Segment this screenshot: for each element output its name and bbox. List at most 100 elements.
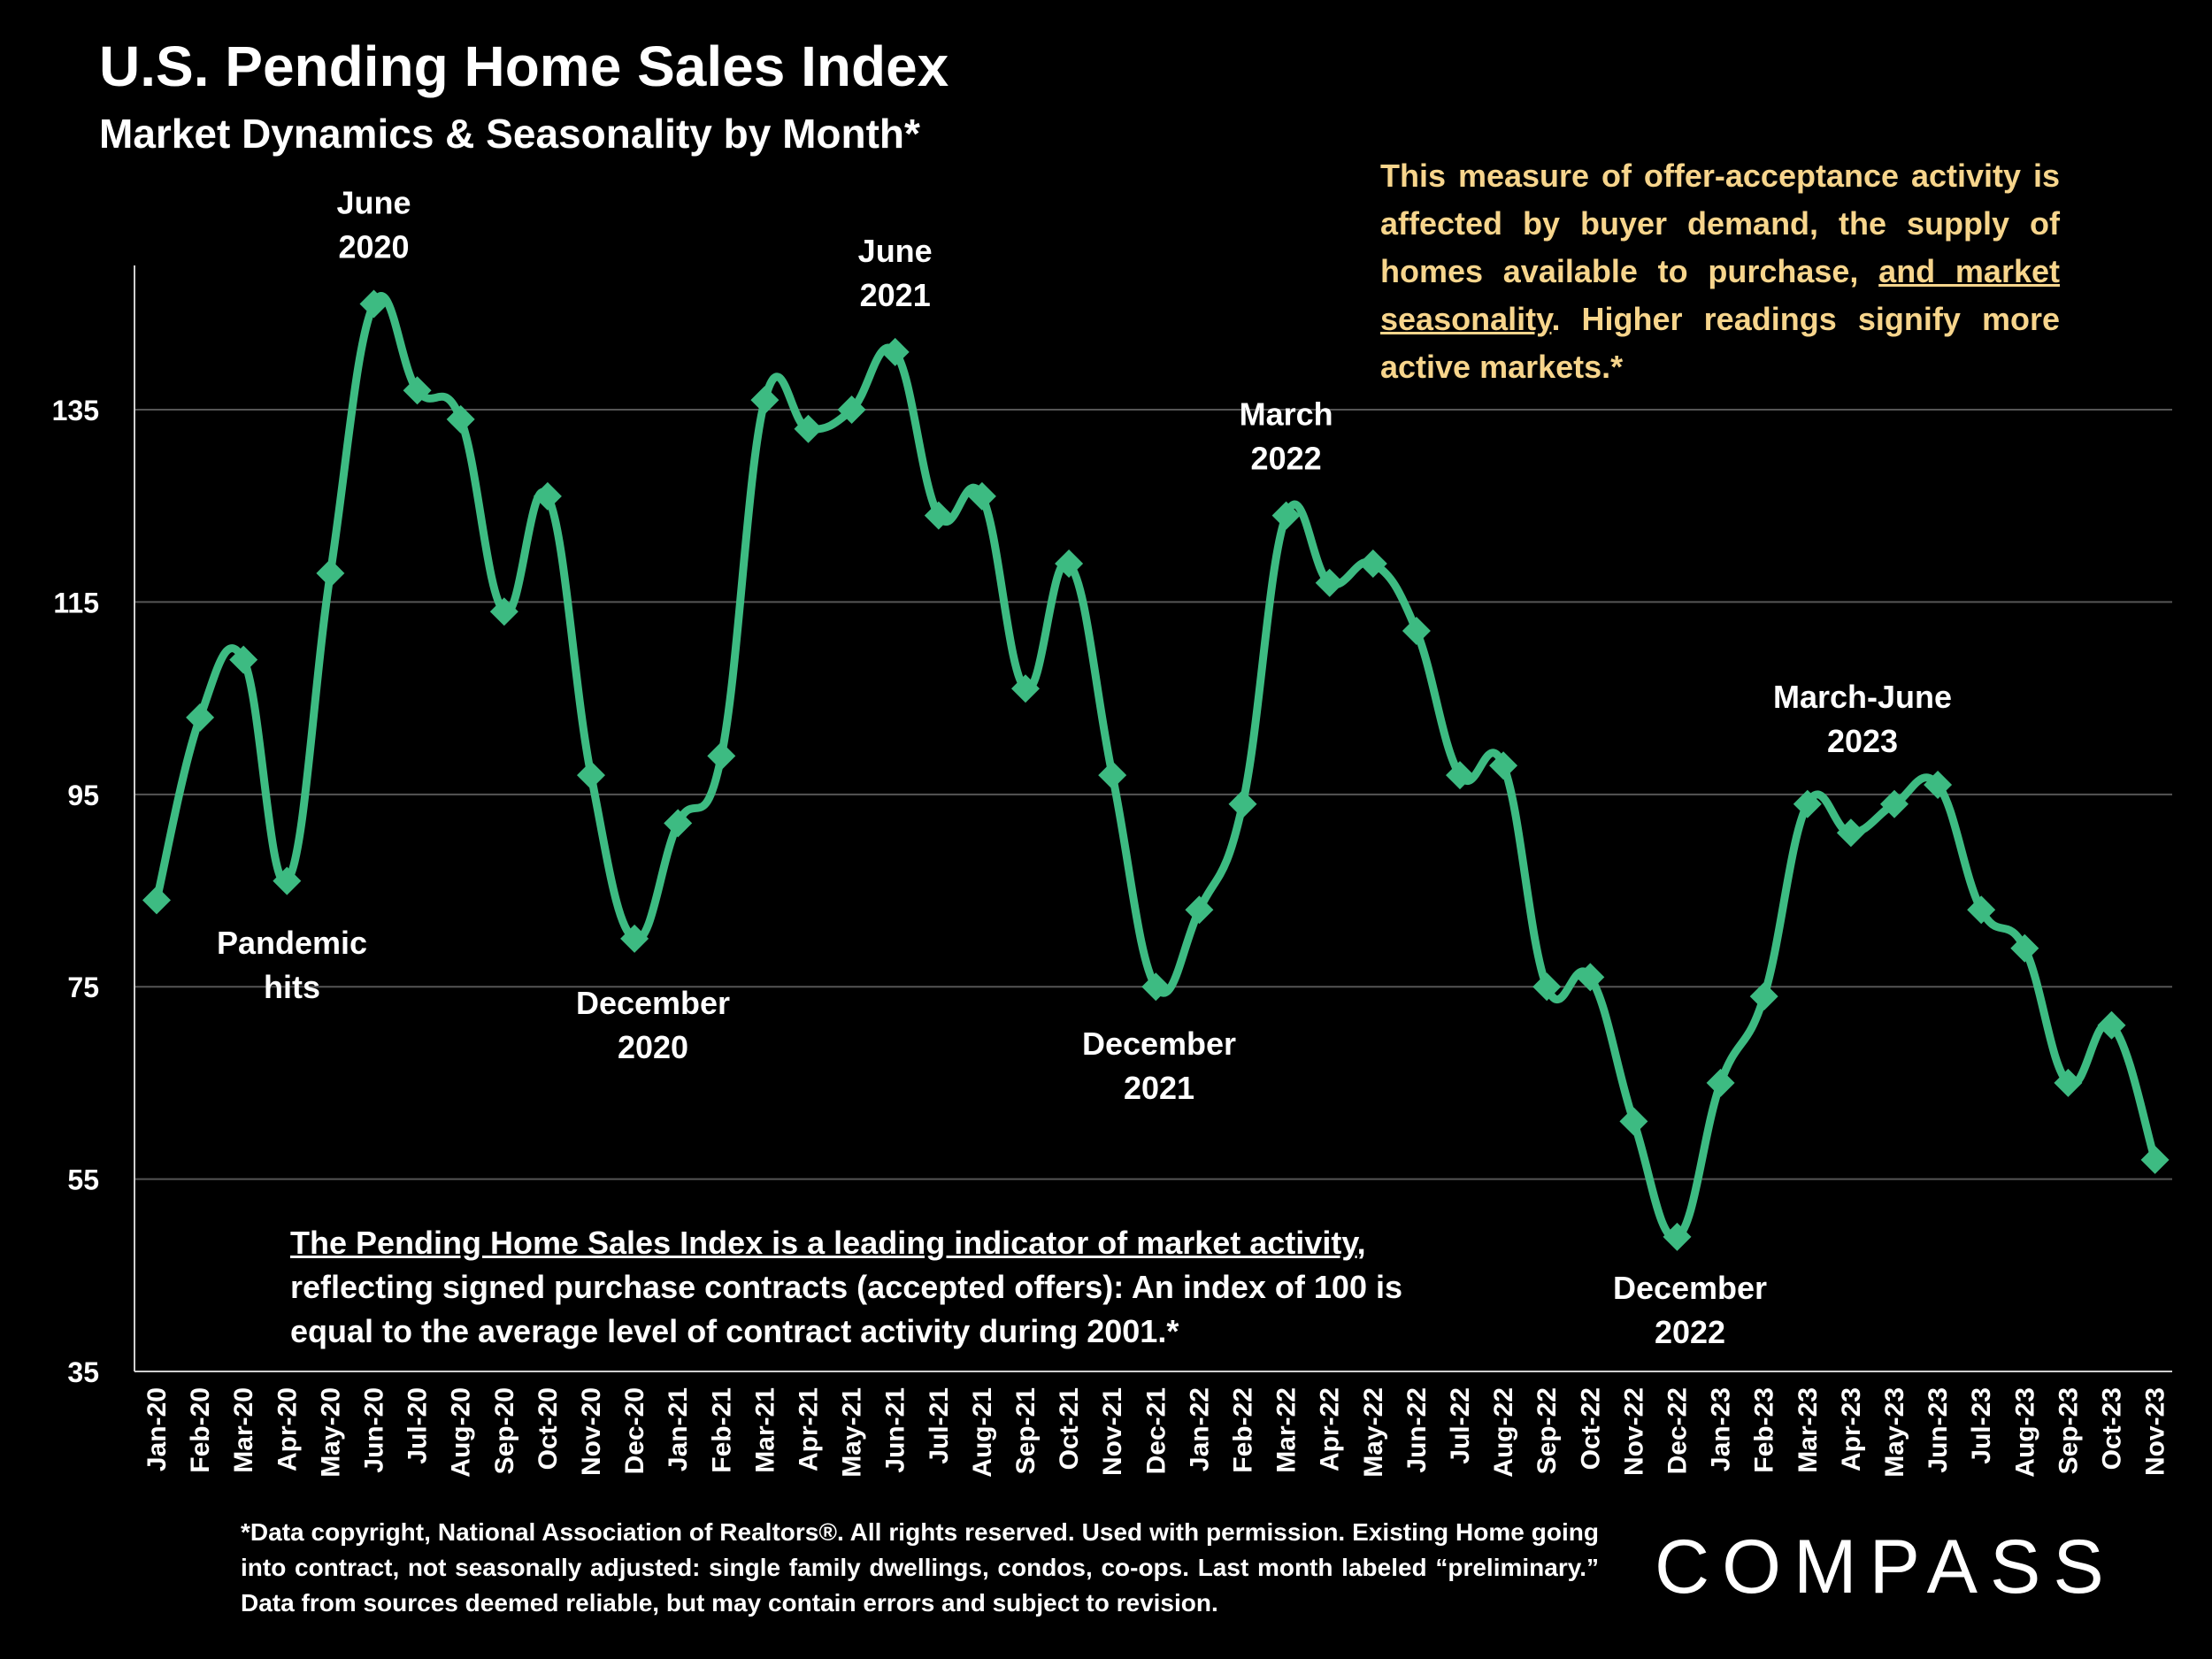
y-tick-label: 75 [67, 972, 99, 1003]
data-point-Jul-20 [403, 376, 432, 405]
data-point-Aug-21 [967, 481, 996, 511]
data-point-Apr-20 [273, 866, 302, 895]
data-point-Jan-22 [1185, 895, 1214, 925]
x-tick-label: Jul-22 [1446, 1387, 1475, 1464]
series-markers [142, 289, 2170, 1251]
y-tick-label: 135 [52, 395, 99, 426]
annotation-label: March 2022 [1240, 396, 1333, 477]
x-tick-label: Mar-22 [1272, 1387, 1302, 1473]
data-point-Jul-23 [1967, 895, 1996, 925]
x-tick-label: Aug-22 [1489, 1387, 1518, 1478]
data-point-Feb-21 [707, 741, 736, 771]
x-tick-label: Jun-23 [1924, 1387, 1953, 1473]
data-point-Sep-22 [1532, 972, 1562, 1002]
data-point-Jul-21 [924, 501, 953, 530]
data-point-Apr-22 [1315, 568, 1344, 597]
annotation-label: June 2020 [336, 184, 411, 265]
data-point-Sep-20 [489, 597, 518, 626]
x-tick-label: Jan-20 [142, 1387, 172, 1471]
note-bottom: The Pending Home Sales Index is a leadin… [290, 1221, 1423, 1354]
note-top-underlined: and market seasonality [1380, 253, 2060, 337]
x-tick-label: May-20 [316, 1387, 345, 1478]
data-point-Aug-23 [2010, 933, 2039, 963]
data-point-Nov-21 [1098, 761, 1127, 790]
data-point-Nov-22 [1619, 1107, 1648, 1136]
x-tick-label: Oct-22 [1576, 1387, 1605, 1470]
x-tick-label: Apr-23 [1837, 1387, 1866, 1471]
x-tick-label: Jan-23 [1707, 1387, 1736, 1471]
x-tick-label: Dec-22 [1663, 1387, 1693, 1474]
data-point-Jun-22 [1402, 617, 1431, 646]
data-point-Sep-23 [2054, 1068, 2083, 1097]
data-point-May-20 [316, 558, 345, 588]
x-tick-label: Nov-22 [1619, 1387, 1648, 1476]
x-tick-label: May-23 [1880, 1387, 1909, 1478]
data-point-Jul-22 [1446, 761, 1474, 790]
data-point-Jun-21 [880, 337, 910, 366]
x-axis-ticks: Jan-20 Feb-20 Mar-20 Apr-20 May-20 Jun-20 Jul-… [142, 1387, 2170, 1478]
x-tick-label: Sep-21 [1011, 1387, 1041, 1474]
y-tick-label: 95 [67, 780, 99, 811]
x-tick-label: Jul-23 [1967, 1387, 1996, 1464]
x-tick-label: Sep-22 [1532, 1387, 1562, 1474]
data-point-Mar-20 [229, 645, 258, 674]
data-point-Sep-21 [1011, 674, 1040, 703]
x-tick-label: Aug-21 [968, 1387, 997, 1478]
data-point-Aug-22 [1489, 751, 1518, 780]
y-tick-label: 115 [53, 587, 99, 618]
data-point-May-23 [1880, 789, 1909, 818]
x-tick-label: Nov-23 [2141, 1387, 2170, 1476]
y-axis-ticks: 35 55 75 95 115 135 [52, 395, 99, 1388]
x-tick-label: Jan-21 [664, 1387, 693, 1471]
data-point-Feb-23 [1749, 982, 1778, 1011]
x-tick-label: Apr-21 [795, 1387, 824, 1471]
data-point-Jan-20 [142, 886, 171, 915]
data-point-Feb-20 [186, 703, 215, 732]
annotation-label: June 2021 [858, 233, 933, 313]
x-tick-label: Aug-23 [2010, 1387, 2039, 1478]
note-top-part1: This measure of offer-acceptance activit… [1380, 157, 2060, 289]
x-tick-label: Sep-23 [2054, 1387, 2083, 1474]
data-point-Mar-22 [1271, 501, 1301, 530]
x-tick-label: Feb-21 [707, 1387, 736, 1473]
x-tick-label: Jan-22 [1185, 1387, 1214, 1471]
data-point-Jan-23 [1706, 1068, 1735, 1097]
x-tick-label: Dec-20 [620, 1387, 649, 1474]
x-tick-label: Feb-22 [1229, 1387, 1258, 1473]
x-tick-label: Mar-21 [750, 1387, 780, 1473]
x-tick-label: Feb-23 [1750, 1387, 1779, 1473]
x-tick-label: Jun-20 [360, 1387, 389, 1473]
x-tick-label: Mar-20 [229, 1387, 258, 1473]
data-point-Nov-20 [577, 761, 605, 790]
footnote: *Data copyright, National Association of… [241, 1518, 1599, 1617]
annotation-label: Pandemic hits [217, 925, 367, 1005]
data-point-Aug-20 [446, 404, 475, 434]
x-tick-label: Nov-21 [1098, 1387, 1127, 1476]
x-tick-label: Dec-21 [1141, 1387, 1171, 1474]
x-tick-label: May-21 [838, 1387, 867, 1478]
x-tick-label: May-22 [1359, 1387, 1388, 1478]
data-point-May-22 [1358, 549, 1387, 578]
data-point-Jan-21 [664, 809, 693, 838]
x-tick-label: Mar-23 [1793, 1387, 1823, 1473]
x-tick-label: Jul-20 [403, 1387, 433, 1464]
annotations: June 2020 Pandemic hits December 2020 June 2021… [217, 184, 1952, 1350]
data-point-Apr-23 [1836, 818, 1865, 848]
x-tick-label: Oct-21 [1055, 1387, 1084, 1470]
data-point-Oct-22 [1576, 963, 1605, 992]
annotation-label: December 2020 [576, 985, 730, 1065]
data-point-Feb-22 [1228, 789, 1257, 818]
grid-lines [134, 409, 2172, 1180]
note-bottom-rest: , reflecting signed purchase contracts (… [290, 1225, 1402, 1349]
data-point-Apr-21 [794, 414, 823, 443]
data-point-Jun-23 [1924, 770, 1953, 799]
x-tick-label: Aug-20 [447, 1387, 476, 1478]
data-point-May-21 [837, 396, 866, 425]
y-tick-label: 55 [67, 1164, 99, 1196]
data-point-Mar-21 [750, 386, 780, 415]
data-point-Dec-22 [1663, 1222, 1692, 1251]
x-tick-label: Jun-21 [881, 1387, 910, 1473]
data-point-Oct-23 [2097, 1010, 2126, 1040]
data-point-Nov-23 [2140, 1145, 2170, 1174]
